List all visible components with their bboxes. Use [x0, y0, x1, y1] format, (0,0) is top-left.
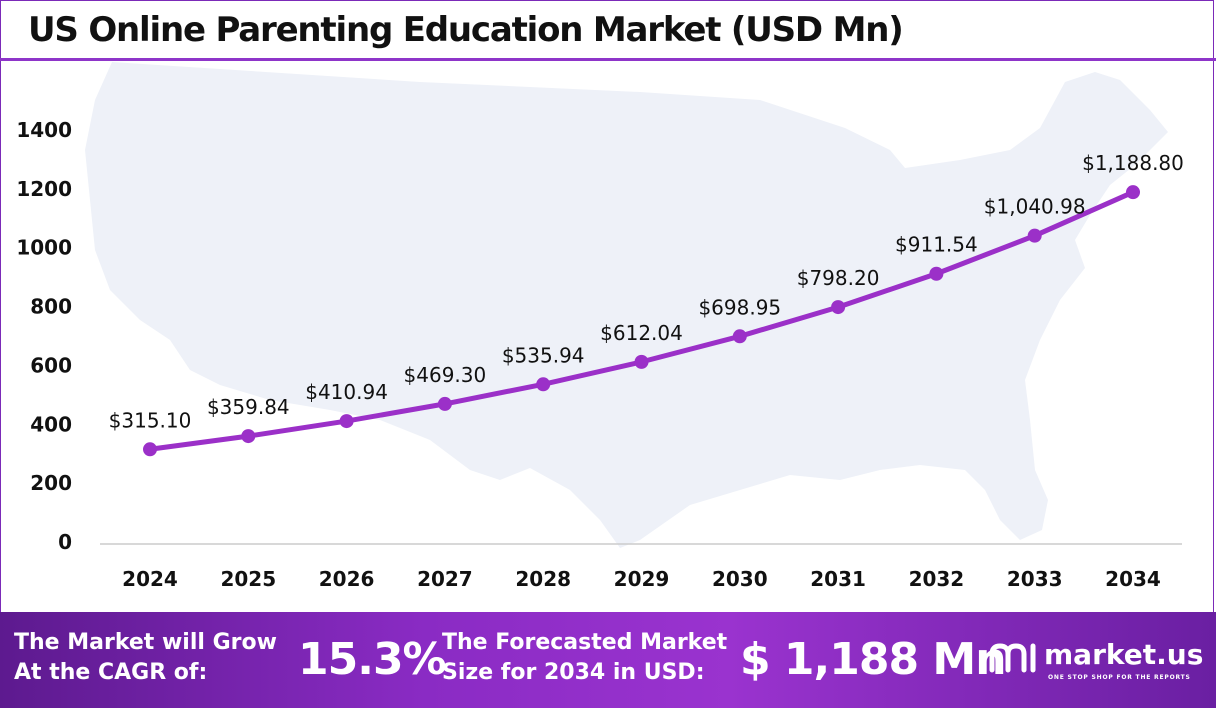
data-point [732, 329, 747, 344]
data-label: $798.20 [797, 266, 880, 290]
forecast-text-line2: Size for 2034 in USD: [442, 660, 705, 685]
chart-title: US Online Parenting Education Market (US… [28, 10, 904, 50]
data-label: $535.94 [502, 343, 585, 367]
cagr-text-line2: At the CAGR of: [14, 660, 208, 685]
data-label: $469.30 [404, 363, 487, 387]
us-map-shape [85, 62, 1168, 548]
data-point [143, 442, 157, 457]
data-point [929, 266, 944, 281]
data-label: $1,040.98 [984, 195, 1086, 219]
x-tick-label: 2034 [1105, 567, 1161, 591]
us-map-background [85, 62, 1168, 548]
x-tick-label: 2030 [712, 567, 768, 591]
x-tick-label: 2024 [122, 567, 178, 591]
data-label: $359.84 [207, 395, 290, 419]
data-point [339, 414, 354, 429]
data-label: $698.95 [698, 295, 781, 319]
market-us-logo-icon [989, 643, 1036, 673]
y-tick-label: 0 [58, 530, 72, 554]
x-tick-label: 2027 [417, 567, 473, 591]
x-tick-label: 2025 [220, 567, 276, 591]
data-label: $410.94 [305, 380, 388, 404]
cagr-value: 15.3% [298, 634, 447, 685]
forecast-text-line1: The Forecasted Market [442, 630, 728, 655]
data-point [634, 354, 649, 369]
data-label: $612.04 [600, 321, 683, 345]
data-label: $911.54 [895, 233, 978, 257]
y-tick-label: 600 [30, 353, 72, 377]
title-underline [0, 58, 1216, 61]
forecast-value: $ 1,188 Mn [740, 634, 1007, 685]
data-point [1027, 228, 1042, 243]
data-point [241, 429, 256, 444]
y-tick-label: 1400 [16, 118, 72, 142]
x-tick-label: 2028 [515, 567, 571, 591]
data-label: $1,188.80 [1082, 151, 1184, 175]
logo-tagline: ONE STOP SHOP FOR THE REPORTS [1048, 674, 1191, 681]
logo-name: market.us [1044, 638, 1204, 671]
x-tick-label: 2029 [614, 567, 670, 591]
x-tick-label: 2033 [1007, 567, 1063, 591]
data-point [1126, 185, 1140, 200]
x-tick-label: 2032 [909, 567, 965, 591]
data-point [437, 396, 452, 411]
cagr-text-line1: The Market will Grow [14, 630, 277, 655]
y-tick-label: 1200 [16, 177, 72, 201]
y-tick-label: 400 [30, 412, 72, 436]
footer-banner: The Market will Grow At the CAGR of: 15.… [0, 612, 1216, 708]
y-tick-label: 200 [30, 471, 72, 495]
data-point [831, 300, 846, 315]
y-tick-label: 800 [30, 295, 72, 319]
data-point [536, 377, 551, 392]
line-chart: 0 200 400 600 800 1000 1200 1400 2024 2025 2026 20… [16, 118, 1184, 591]
x-tick-label: 2026 [319, 567, 375, 591]
x-tick-label: 2031 [810, 567, 866, 591]
data-label: $315.10 [109, 408, 192, 432]
y-tick-label: 1000 [16, 236, 72, 260]
